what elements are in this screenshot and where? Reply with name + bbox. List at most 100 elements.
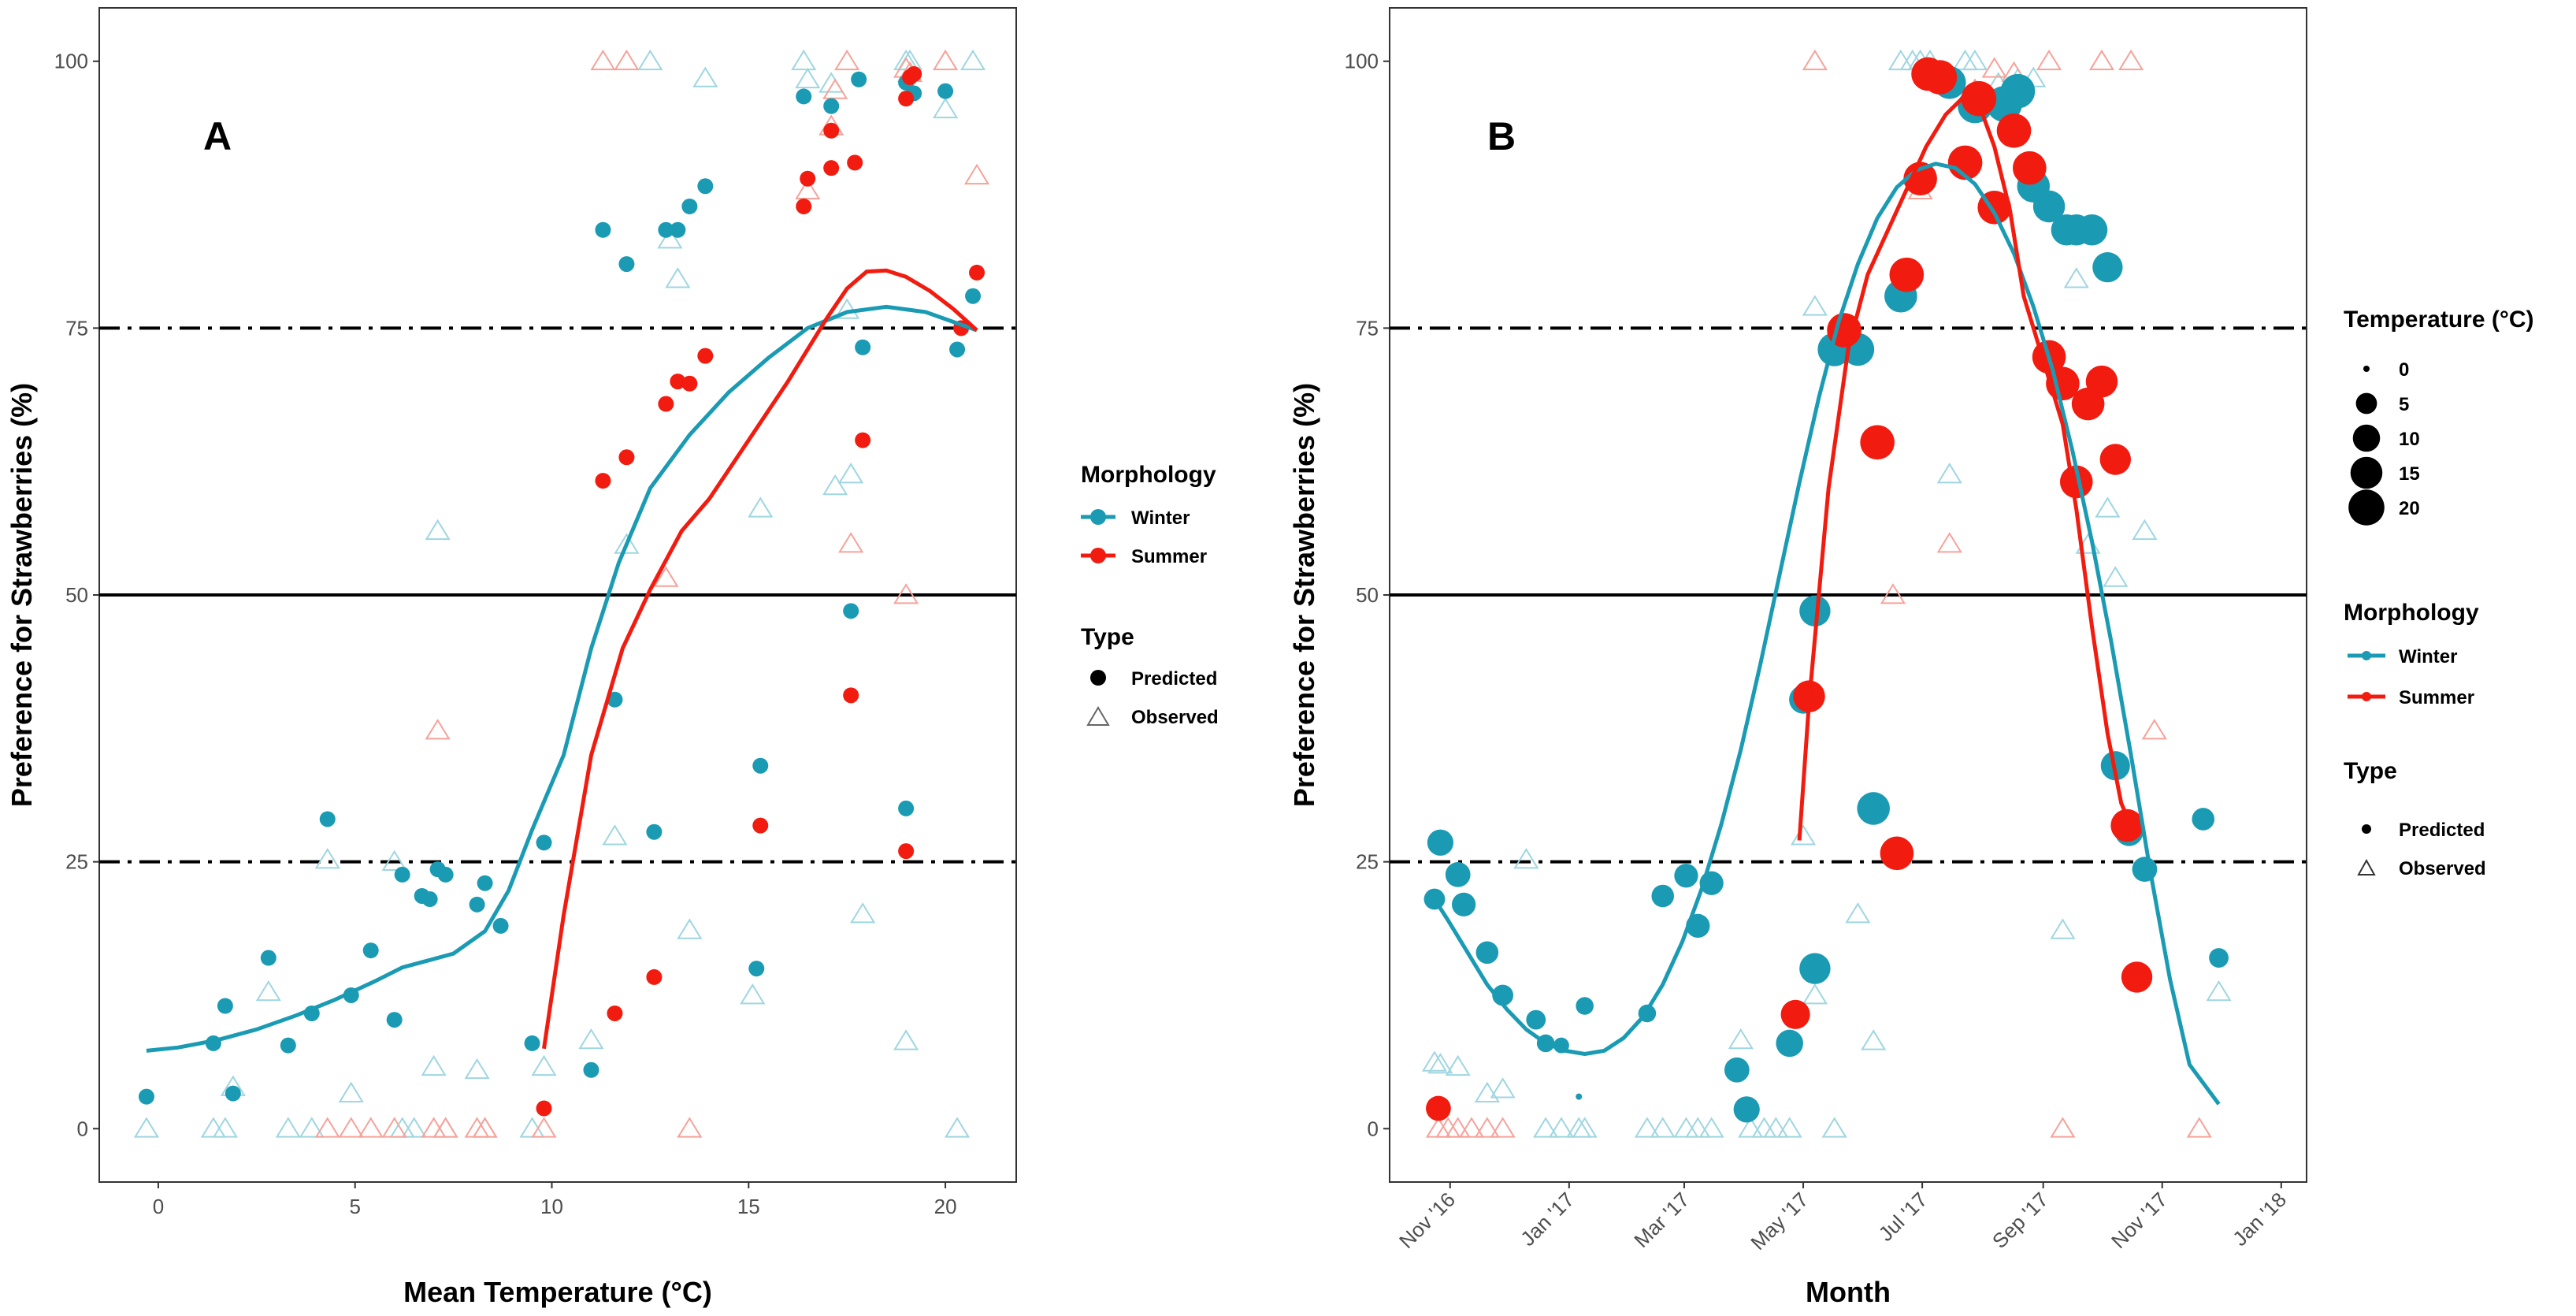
winter-predicted-point bbox=[646, 823, 663, 840]
x-tick-label: Jan '17 bbox=[1516, 1188, 1579, 1251]
winter-predicted-point bbox=[796, 88, 812, 105]
panel-a-legend-type-title: Type bbox=[1081, 624, 1134, 650]
winter-predicted-point bbox=[595, 221, 611, 238]
x-tick-label: Sep '17 bbox=[1988, 1188, 2053, 1253]
winter-predicted-point bbox=[138, 1088, 154, 1105]
winter-observed-point bbox=[677, 918, 703, 939]
summer-predicted-point bbox=[1880, 836, 1914, 871]
winter-observed-point bbox=[2206, 980, 2232, 1002]
summer-trend-line bbox=[1797, 91, 2137, 841]
legend-b-temperature-sizes: 0 5 10 15 20 bbox=[2348, 359, 2420, 526]
summer-observed-point bbox=[1802, 49, 1828, 71]
summer-observed-point bbox=[2141, 719, 2167, 740]
winter-predicted-point bbox=[477, 875, 493, 891]
winter-predicted-point bbox=[1799, 953, 1831, 984]
winter-observed-point bbox=[1572, 1117, 1598, 1138]
x-tick-label: 10 bbox=[540, 1195, 563, 1218]
summer-predicted-point bbox=[1860, 425, 1895, 460]
x-tick-label: Jan '18 bbox=[2228, 1188, 2291, 1251]
summer-predicted-point bbox=[843, 687, 859, 704]
summer-predicted-point bbox=[607, 1005, 623, 1021]
winter-predicted-point bbox=[386, 1012, 403, 1028]
x-tick-label: 20 bbox=[934, 1195, 957, 1218]
winter-observed-point bbox=[1421, 1050, 1448, 1072]
x-tick-label: Nov '17 bbox=[2106, 1188, 2172, 1253]
summer-observed-point bbox=[472, 1117, 498, 1138]
summer-observed-point bbox=[2088, 49, 2115, 71]
winter-predicted-point bbox=[1526, 1009, 1546, 1030]
winter-predicted-point bbox=[217, 998, 233, 1014]
winter-observed-point bbox=[893, 1029, 919, 1050]
winter-predicted-point bbox=[1445, 862, 1471, 887]
summer-predicted-point bbox=[2013, 151, 2047, 185]
summer-predicted-point bbox=[752, 817, 769, 834]
y-tick-label: 25 bbox=[65, 850, 88, 874]
winter-predicted-point bbox=[260, 950, 277, 966]
winter-predicted-point bbox=[2032, 190, 2066, 223]
panel-a-legend: Morphology Winter Summer Type Predicted … bbox=[1081, 462, 1219, 728]
winter-predicted-point bbox=[319, 811, 336, 827]
panel-a-y-label: Preference for Strawberries (%) bbox=[6, 383, 38, 807]
summer-observed-point bbox=[425, 719, 451, 740]
summer-observed-point bbox=[2036, 49, 2062, 71]
winter-predicted-point bbox=[1651, 884, 1675, 908]
winter-observed-point bbox=[657, 228, 683, 249]
winter-observed-point bbox=[932, 97, 959, 119]
winter-predicted-point bbox=[492, 917, 509, 934]
winter-observed-point bbox=[1738, 1117, 1764, 1138]
winter-predicted-point bbox=[670, 221, 686, 238]
summer-observed-point bbox=[677, 1117, 703, 1138]
winter-trend-line bbox=[1432, 162, 2221, 1106]
winter-observed-point bbox=[133, 1117, 160, 1138]
panel-a-y-axis: 0 25 50 75 100 bbox=[54, 50, 99, 1140]
summer-observed-point bbox=[2118, 49, 2144, 71]
winter-predicted-point bbox=[2076, 214, 2108, 246]
summer-predicted-point bbox=[906, 65, 922, 82]
winter-observed-point bbox=[791, 49, 817, 71]
panel-b-observed-points bbox=[1421, 49, 2232, 1138]
summer-observed-point bbox=[653, 566, 679, 587]
winter-observed-point bbox=[1936, 463, 1962, 484]
panel-a-predicted-points bbox=[138, 65, 985, 1117]
winter-observed-point bbox=[425, 519, 451, 541]
winter-observed-point bbox=[665, 267, 691, 288]
summer-predicted-point bbox=[1996, 113, 2032, 148]
legend-temperature-5-label: 5 bbox=[2399, 394, 2409, 415]
winter-predicted-point bbox=[394, 866, 410, 883]
summer-predicted-point bbox=[1922, 60, 1958, 95]
summer-predicted-point bbox=[1903, 162, 1937, 196]
panel-b-legend: Temperature (°C) 0 5 10 15 20 Morphology Win… bbox=[2344, 307, 2533, 879]
winter-predicted-point bbox=[1776, 1029, 1803, 1058]
summer-observed-point bbox=[932, 49, 959, 71]
winter-observed-point bbox=[1763, 1117, 1789, 1138]
winter-observed-point bbox=[944, 1117, 971, 1138]
winter-observed-point bbox=[1698, 1117, 1724, 1138]
summer-observed-point bbox=[358, 1117, 384, 1138]
summer-predicted-point bbox=[2085, 365, 2118, 398]
winter-observed-point bbox=[838, 463, 864, 484]
panel-a-x-axis: 0 5 10 15 20 bbox=[153, 1182, 957, 1218]
summer-observed-point bbox=[838, 532, 864, 553]
winter-observed-point bbox=[314, 848, 340, 869]
legend-temperature-0-swatch bbox=[2363, 366, 2370, 372]
summer-observed-point bbox=[795, 178, 821, 200]
winter-observed-point bbox=[850, 902, 876, 924]
winter-observed-point bbox=[1533, 1117, 1559, 1138]
summer-observed-point bbox=[1490, 1117, 1516, 1138]
winter-predicted-point bbox=[1451, 892, 1476, 916]
winter-predicted-point bbox=[748, 961, 765, 977]
summer-predicted-point bbox=[670, 374, 686, 390]
winter-observed-point bbox=[381, 849, 407, 872]
panel-b-legend-temperature-title: Temperature (°C) bbox=[2344, 307, 2533, 333]
winter-observed-point bbox=[2063, 267, 2089, 288]
legend-temperature-10-label: 10 bbox=[2399, 429, 2420, 450]
winter-observed-point bbox=[1685, 1117, 1711, 1138]
summer-observed-point bbox=[963, 163, 990, 185]
winter-observed-point bbox=[2132, 519, 2158, 541]
legend-b-winter-label: Winter bbox=[2399, 646, 2457, 667]
legend-temperature-15-label: 15 bbox=[2399, 463, 2420, 485]
winter-observed-point bbox=[1634, 1117, 1660, 1138]
summer-predicted-point bbox=[969, 264, 985, 281]
winter-observed-point bbox=[748, 496, 774, 518]
